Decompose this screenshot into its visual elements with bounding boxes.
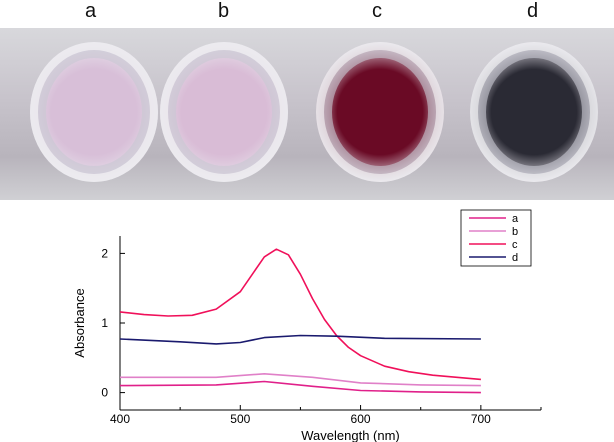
label-c: c — [372, 0, 382, 22]
series-line-a — [119, 380, 481, 394]
legend-label-b: b — [512, 226, 518, 238]
label-a: a — [85, 0, 97, 22]
x-tick-label: 600 — [351, 412, 371, 426]
label-d: d — [527, 0, 539, 22]
x-tick-label: 700 — [471, 412, 491, 426]
series-line-d — [119, 334, 481, 345]
series-line-c — [119, 248, 481, 381]
legend-label-d: d — [512, 252, 518, 264]
x-tick-label: 500 — [230, 412, 250, 426]
label-b: b — [218, 0, 230, 22]
y-tick-label: 2 — [101, 246, 108, 260]
well-d — [470, 42, 598, 182]
y-tick-label: 1 — [101, 316, 108, 330]
well-c — [316, 42, 444, 182]
y-tick-label: 0 — [101, 386, 108, 400]
x-tick-label: 400 — [110, 412, 130, 426]
x-axis-label: Wavelength (nm) — [301, 428, 400, 442]
series-line-b — [120, 373, 481, 387]
well-b — [160, 42, 288, 182]
photo-of-wells: a b c d — [0, 0, 614, 200]
well-a — [30, 42, 158, 182]
legend-label-c: c — [512, 239, 518, 251]
legend-label-a: a — [512, 213, 519, 225]
y-axis-label: Absorbance — [72, 288, 87, 357]
